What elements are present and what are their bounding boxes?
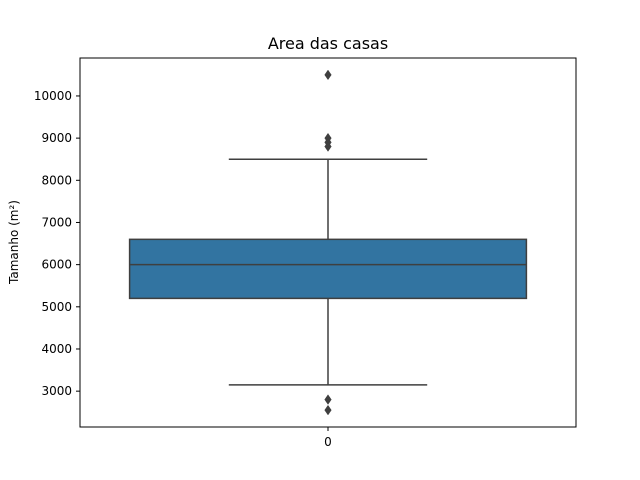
y-tick-label: 10000 xyxy=(34,89,72,103)
x-tick-label: 0 xyxy=(324,435,332,449)
y-axis: 3000 4000 5000 6000 7000 8000 9000 10000 xyxy=(34,89,80,398)
y-tick-label: 4000 xyxy=(41,342,72,356)
outlier-point xyxy=(324,141,332,152)
chart-title: Area das casas xyxy=(268,34,388,53)
y-tick-label: 8000 xyxy=(41,173,72,187)
outlier-point xyxy=(324,394,332,405)
outlier-point xyxy=(324,69,332,81)
plot-marks xyxy=(128,69,528,416)
y-tick-label: 3000 xyxy=(41,384,72,398)
y-tick-label: 6000 xyxy=(41,258,72,272)
interquartile-box xyxy=(128,238,528,300)
box-group xyxy=(128,69,528,416)
x-axis: 0 xyxy=(324,427,332,449)
y-tick-label: 5000 xyxy=(41,300,72,314)
y-axis-label: Tamanho (m²) xyxy=(7,200,21,285)
y-tick-label: 7000 xyxy=(41,215,72,229)
outlier-point xyxy=(324,404,332,416)
y-tick-label: 9000 xyxy=(41,131,72,145)
